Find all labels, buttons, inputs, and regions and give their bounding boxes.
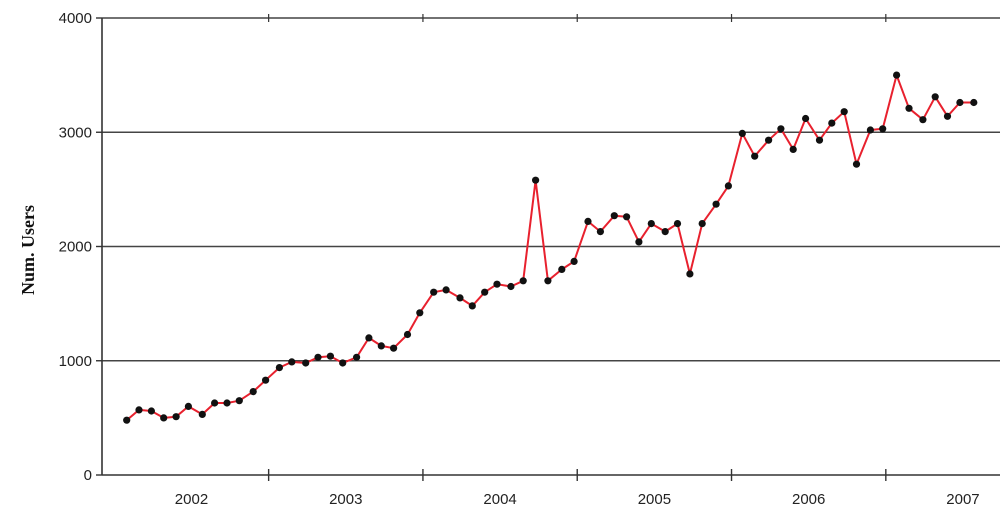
data-point <box>353 353 361 361</box>
data-point <box>339 359 347 367</box>
data-point <box>223 399 231 407</box>
data-point <box>596 228 605 236</box>
x-tick-labels: 2002 2003 2004 2005 2006 2007 <box>175 491 980 508</box>
data-point <box>468 302 476 310</box>
data-point <box>262 376 270 384</box>
data-point <box>184 402 192 410</box>
data-point <box>970 98 978 107</box>
data-point <box>135 406 143 414</box>
data-point <box>610 212 618 220</box>
gridlines <box>102 17 1000 362</box>
data-point <box>403 330 412 339</box>
data-point <box>172 413 180 421</box>
data-point <box>815 136 824 144</box>
data-point <box>647 220 655 228</box>
data-point <box>377 342 385 350</box>
data-point <box>840 108 848 116</box>
data-point <box>789 145 797 153</box>
data-point <box>211 399 219 407</box>
data-point <box>235 397 243 405</box>
data-point <box>532 176 540 184</box>
y-tick-labels: 0 1000 2000 3000 4000 <box>59 10 92 484</box>
data-point <box>765 136 773 144</box>
data-point <box>712 200 720 208</box>
data-point <box>802 114 810 123</box>
data-point <box>275 364 283 372</box>
data-point <box>507 282 515 291</box>
data-point <box>314 353 322 361</box>
y-tick-label: 0 <box>84 467 92 484</box>
data-point <box>416 309 424 317</box>
data-point <box>147 407 155 415</box>
data-point <box>673 220 682 228</box>
data-point <box>123 416 131 424</box>
data-point <box>879 125 887 133</box>
data-point <box>442 286 450 294</box>
data-point <box>493 280 501 288</box>
data-point <box>544 277 552 285</box>
data-point <box>738 129 746 137</box>
data-point <box>828 119 836 127</box>
data-point <box>249 388 257 396</box>
data-point <box>160 414 168 422</box>
data-point <box>931 93 939 101</box>
data-point <box>661 228 669 236</box>
data-point <box>519 277 527 285</box>
x-tick-label: 2004 <box>483 491 516 508</box>
data-point <box>777 125 785 133</box>
y-axis-label: Num. Users <box>18 205 38 295</box>
x-tick-label: 2006 <box>792 491 825 508</box>
y-tick-label: 4000 <box>59 10 92 27</box>
x-tick-label: 2003 <box>329 491 362 508</box>
series-line <box>126 74 974 421</box>
data-point <box>698 220 706 228</box>
data-point <box>623 213 631 221</box>
y-tick-label: 3000 <box>59 124 92 141</box>
data-point <box>390 344 398 352</box>
x-tick-label: 2005 <box>638 491 671 508</box>
data-point <box>326 352 334 360</box>
data-point <box>481 288 489 296</box>
y-tick-label: 2000 <box>59 239 92 256</box>
data-point <box>866 126 875 134</box>
data-point <box>905 104 913 112</box>
data-point <box>686 270 694 278</box>
data-point <box>302 359 310 367</box>
axes <box>96 14 1000 481</box>
data-point <box>584 217 592 225</box>
series-group <box>123 71 978 424</box>
data-point <box>558 265 566 273</box>
data-point <box>198 410 206 418</box>
data-point <box>956 98 964 107</box>
x-tick-label: 2007 <box>946 491 979 508</box>
data-point <box>724 182 733 190</box>
data-point <box>570 257 578 265</box>
data-point <box>943 112 952 120</box>
x-tick-label: 2002 <box>175 491 208 508</box>
data-point <box>635 238 643 246</box>
data-point <box>365 334 373 342</box>
y-tick-label: 1000 <box>59 353 92 370</box>
data-point <box>852 160 861 168</box>
data-point <box>456 294 464 302</box>
data-point <box>751 152 759 160</box>
data-point <box>430 288 438 296</box>
data-point <box>288 358 296 366</box>
data-point <box>919 116 927 124</box>
data-point <box>893 71 901 79</box>
